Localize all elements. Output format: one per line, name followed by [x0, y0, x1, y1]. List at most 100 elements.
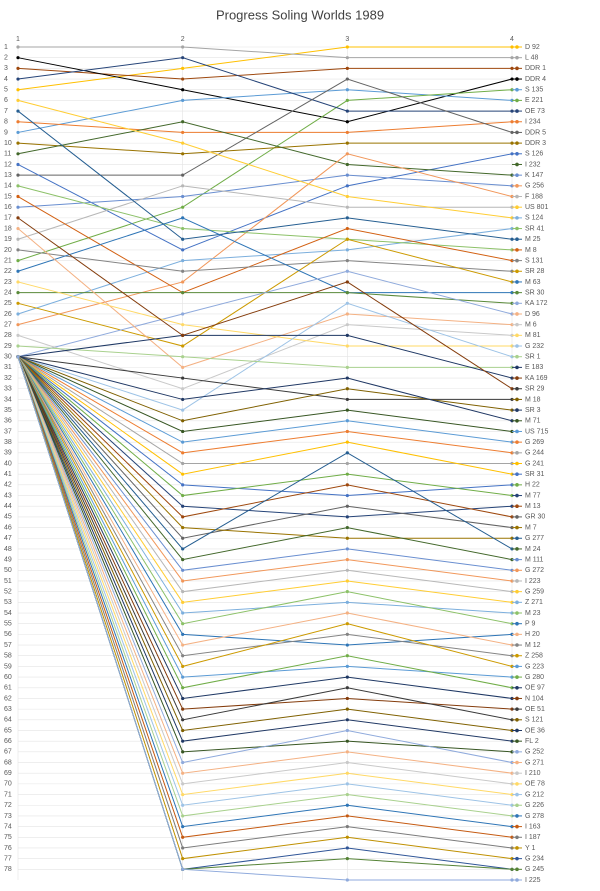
series-line [17, 356, 513, 699]
legend-marker [515, 162, 519, 167]
y-tick-label: 34 [4, 396, 12, 403]
legend-marker [515, 632, 519, 637]
point [16, 226, 20, 231]
legend-marker [515, 184, 519, 188]
legend-marker [515, 141, 519, 145]
legend-marker [515, 376, 519, 380]
point [181, 515, 185, 519]
legend-label: SR 31 [525, 471, 545, 478]
series-line [17, 356, 513, 667]
point [345, 280, 349, 284]
series-line [17, 356, 512, 881]
y-tick-label: 59 [4, 663, 12, 670]
legend-marker [515, 301, 519, 306]
point [345, 632, 349, 636]
point [345, 792, 349, 797]
series-line [17, 270, 513, 358]
y-tick-label: 70 [4, 781, 12, 788]
y-tick-label: 16 [4, 204, 12, 211]
point [16, 258, 20, 263]
point [345, 98, 349, 102]
point [181, 739, 185, 743]
legend-marker [515, 429, 519, 434]
point [181, 397, 185, 402]
legend-label: G 223 [525, 663, 544, 670]
point [181, 536, 185, 540]
point [345, 344, 349, 348]
legend-label: DDR 1 [525, 65, 546, 72]
point [181, 547, 185, 551]
point [181, 718, 185, 722]
y-tick-label: 62 [4, 695, 12, 702]
y-tick-label: 52 [4, 588, 12, 595]
y-tick-label: 63 [4, 706, 12, 713]
legend-label: DDR 5 [525, 129, 546, 136]
legend-marker [515, 354, 519, 359]
point [181, 622, 185, 626]
point [16, 248, 20, 252]
series-line [17, 356, 513, 764]
legend-label: M 8 [525, 247, 537, 254]
point [345, 323, 349, 327]
series-line [17, 356, 513, 561]
series-line [17, 356, 513, 571]
y-tick-label: 17 [4, 215, 12, 222]
point [181, 451, 185, 455]
legend-marker [515, 205, 519, 209]
point [16, 45, 20, 49]
legend-label: G 271 [525, 759, 544, 766]
legend-marker [515, 589, 519, 594]
point [16, 355, 20, 359]
point [345, 226, 349, 231]
y-tick-label: 9 [4, 129, 8, 136]
legend-marker [515, 824, 519, 829]
y-tick-label: 29 [4, 343, 12, 350]
legend-label: P 9 [525, 621, 535, 628]
legend-label: OE 73 [525, 108, 545, 115]
point [345, 846, 349, 850]
series-line [17, 249, 513, 272]
point [345, 194, 349, 199]
point [345, 814, 349, 818]
legend-marker [515, 835, 519, 840]
point [181, 184, 185, 188]
legend-label: M 18 [525, 396, 541, 403]
legend-label: I 163 [525, 823, 541, 830]
legend-label: S 124 [525, 215, 543, 222]
point [345, 184, 349, 188]
series-line [17, 356, 513, 422]
y-tick-label: 53 [4, 599, 12, 606]
series-line [17, 356, 513, 796]
point [345, 654, 349, 658]
x-tick-label: 3 [345, 36, 349, 43]
series-line [17, 356, 513, 742]
legend-marker [515, 66, 519, 71]
point [181, 483, 185, 487]
point [181, 771, 185, 775]
legend-marker [515, 109, 519, 113]
series-line [18, 46, 512, 59]
series-line [17, 57, 513, 123]
legend-marker [515, 408, 519, 412]
legend-label: M 12 [525, 642, 541, 649]
y-tick-label: 38 [4, 439, 12, 446]
legend-marker [515, 568, 519, 573]
point [345, 387, 349, 391]
point [16, 56, 20, 60]
point [181, 825, 185, 829]
point [181, 429, 185, 434]
y-tick-label: 74 [4, 823, 12, 830]
point [345, 248, 349, 252]
series-line [17, 228, 513, 368]
legend-label: KA 169 [525, 375, 548, 382]
legend-label: OE 78 [525, 781, 545, 788]
point [345, 258, 349, 263]
point [181, 141, 185, 145]
point [181, 632, 185, 636]
point [181, 461, 185, 466]
y-tick-label: 13 [4, 172, 12, 179]
point [181, 130, 185, 135]
series-line [17, 356, 513, 646]
point [181, 803, 185, 807]
point [345, 857, 349, 861]
